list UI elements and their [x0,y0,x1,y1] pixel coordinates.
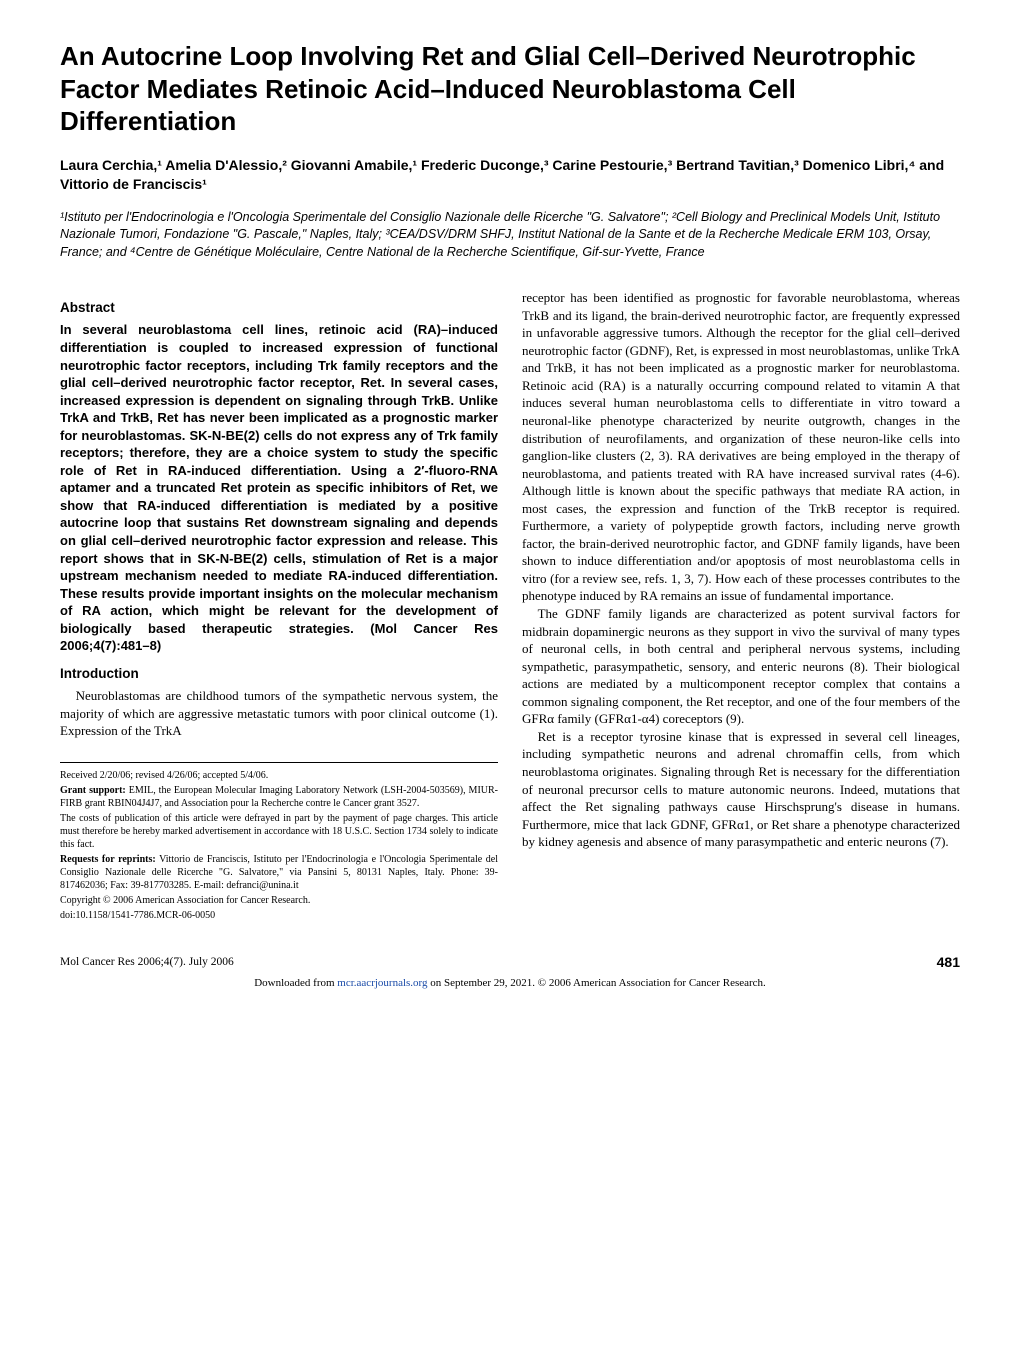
right-paragraph-2: The GDNF family ligands are characterize… [522,605,960,728]
download-prefix: Downloaded from [254,977,337,989]
article-title: An Autocrine Loop Involving Ret and Glia… [60,40,960,138]
two-column-layout: Abstract In several neuroblastoma cell l… [60,289,960,923]
footnotes-block: Received 2/20/06; revised 4/26/06; accep… [60,769,498,922]
introduction-heading: Introduction [60,665,498,683]
footnote-grant: Grant support: EMIL, the European Molecu… [60,784,498,810]
footnote-reprints: Requests for reprints: Vittorio de Franc… [60,853,498,892]
download-notice: Downloaded from mcr.aacrjournals.org on … [60,976,960,990]
abstract-heading: Abstract [60,299,498,317]
journal-citation: Mol Cancer Res 2006;4(7). July 2006 [60,956,234,968]
footnote-grant-text: EMIL, the European Molecular Imaging Lab… [60,785,498,809]
left-column: Abstract In several neuroblastoma cell l… [60,289,498,923]
footnote-copyright: Copyright © 2006 American Association fo… [60,894,498,907]
intro-paragraph-1: Neuroblastomas are childhood tumors of t… [60,687,498,740]
right-paragraph-3: Ret is a receptor tyrosine kinase that i… [522,728,960,851]
footnote-rule [60,762,498,763]
footnote-received: Received 2/20/06; revised 4/26/06; accep… [60,769,498,782]
affiliations: ¹Istituto per l'Endocrinologia e l'Oncol… [60,209,960,262]
download-link[interactable]: mcr.aacrjournals.org [337,977,427,989]
right-paragraph-1: receptor has been identified as prognost… [522,289,960,605]
abstract-text: In several neuroblastoma cell lines, ret… [60,321,498,654]
footnote-doi: doi:10.1158/1541-7786.MCR-06-0050 [60,909,498,922]
author-list: Laura Cerchia,¹ Amelia D'Alessio,² Giova… [60,156,960,195]
right-column: receptor has been identified as prognost… [522,289,960,923]
footnote-costs: The costs of publication of this article… [60,812,498,851]
page-footer: Mol Cancer Res 2006;4(7). July 2006 481 [60,954,960,970]
page-number: 481 [937,954,960,970]
introduction-text: Neuroblastomas are childhood tumors of t… [60,687,498,740]
download-suffix: on September 29, 2021. © 2006 American A… [428,977,766,989]
